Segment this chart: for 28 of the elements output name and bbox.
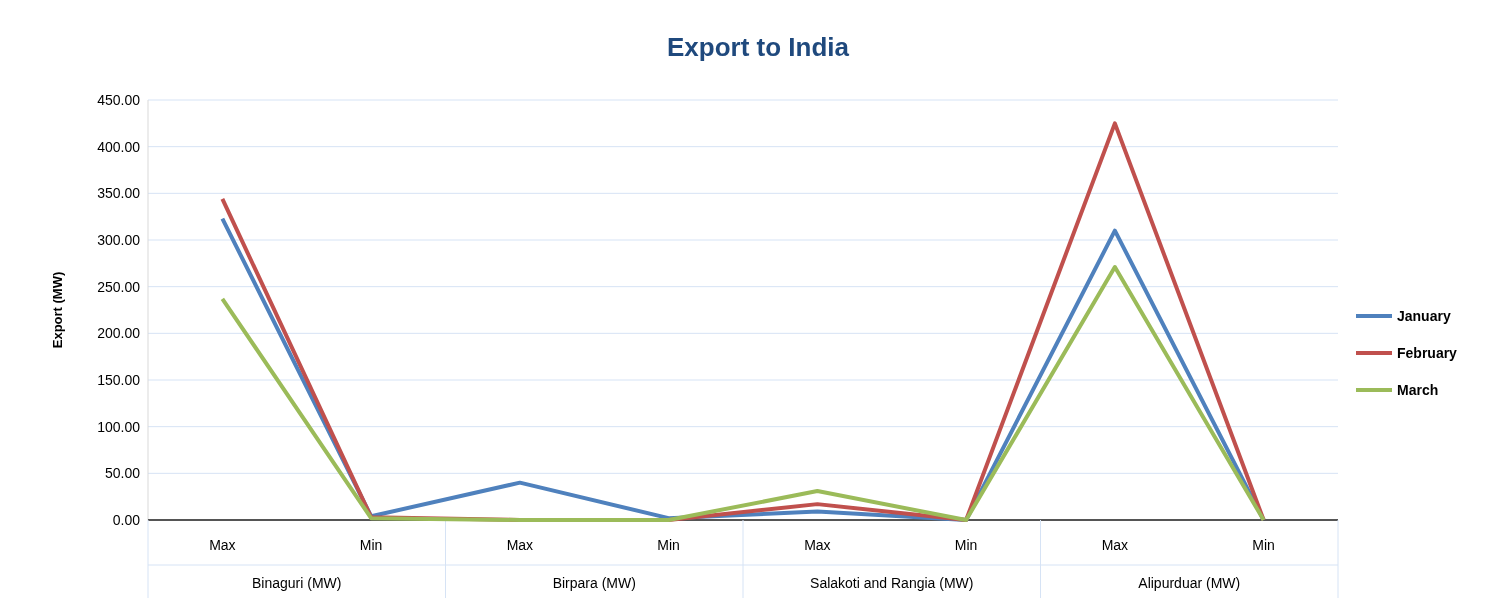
y-tick-label: 0.00 xyxy=(112,512,141,528)
y-tick-label: 100.00 xyxy=(97,418,141,435)
legend-label: February xyxy=(1397,345,1458,361)
text: Binaguri (MW) xyxy=(252,575,342,591)
text: Alipurduar (MW) xyxy=(1138,575,1241,591)
legend-label: March xyxy=(1397,382,1439,398)
x-tick-label: Max xyxy=(1101,537,1129,553)
y-tick-label: 450.00 xyxy=(97,92,141,108)
y-tick-label: 200.00 xyxy=(97,325,141,342)
y-tick-label: 250.00 xyxy=(97,278,141,295)
y-tick-label: 400.00 xyxy=(97,138,141,155)
x-tick-label: Max xyxy=(209,537,236,553)
chart-title: Export to India xyxy=(667,32,850,62)
y-axis-title: Export (MW) xyxy=(50,271,65,349)
y-tick-label: 150.00 xyxy=(97,372,141,388)
x-tick-label: Min xyxy=(1252,537,1275,553)
text: Birpara (MW) xyxy=(552,575,636,591)
x-tick-label: Max xyxy=(506,537,534,553)
y-tick-label: 300.00 xyxy=(97,232,141,248)
x-tick-label: Min xyxy=(954,537,978,553)
x-tick-label: Min xyxy=(359,537,383,553)
text: Salakoti and Rangia (MW) xyxy=(810,575,974,591)
x-tick-label: Max xyxy=(804,537,831,553)
legend-label: January xyxy=(1397,308,1451,324)
x-tick-label: Min xyxy=(657,537,680,553)
line-series xyxy=(220,265,1266,522)
y-tick-label: 350.00 xyxy=(97,185,141,202)
y-tick-label: 50.00 xyxy=(104,465,141,482)
